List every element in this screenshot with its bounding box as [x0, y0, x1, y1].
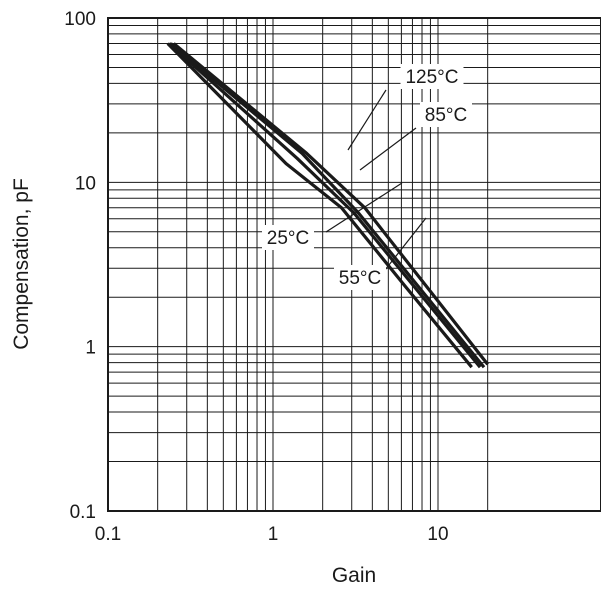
series-label-1: 85°C — [425, 105, 467, 126]
plot-frame — [108, 18, 601, 511]
series-callouts: 125°C 85°C 25°C 55°C — [262, 64, 472, 290]
series-line-3 — [168, 44, 472, 368]
callout-leader-0 — [348, 90, 386, 150]
series-label-2: 25°C — [267, 228, 309, 249]
x-tick-label: 10 — [427, 524, 448, 545]
tick-labels: 0.1 1 10 0.1 1 10 100 — [64, 9, 448, 545]
series-label-0: 125°C — [405, 67, 458, 88]
x-tick-label: 1 — [268, 524, 279, 545]
y-tick-label: 10 — [75, 173, 96, 194]
x-axis-title: Gain — [332, 564, 376, 587]
series-lines — [168, 44, 488, 368]
series-label-3: 55°C — [339, 268, 381, 289]
y-axis-title: Compensation, pF — [10, 178, 33, 350]
grid — [108, 18, 601, 511]
y-tick-label: 1 — [85, 338, 96, 359]
x-tick-label: 0.1 — [95, 524, 121, 545]
y-tick-label: 0.1 — [70, 502, 96, 523]
y-tick-label: 100 — [64, 9, 96, 30]
